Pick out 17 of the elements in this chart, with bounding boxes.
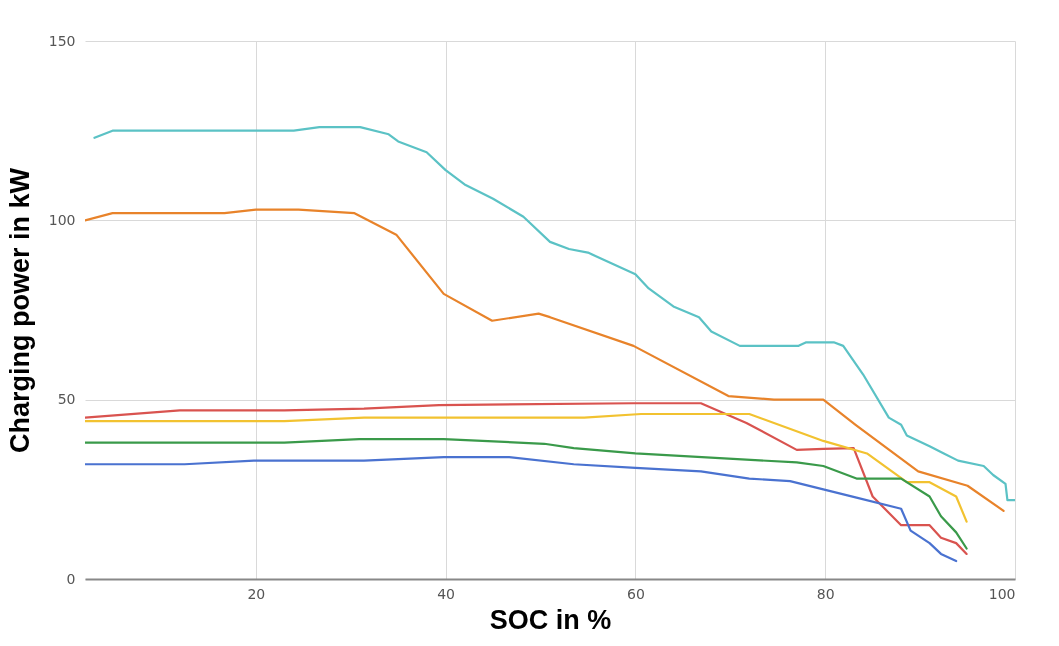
line-series xyxy=(85,455,958,563)
y-tick-label: 150 xyxy=(48,32,76,49)
x-tick-label: 100 xyxy=(988,585,1016,602)
x-axis-title: SOC in % xyxy=(489,604,612,635)
y-tick-label: 50 xyxy=(57,391,76,408)
line-series xyxy=(85,402,968,555)
x-tick-label: 80 xyxy=(816,585,835,602)
x-tick-label: 60 xyxy=(626,585,645,602)
line-series xyxy=(85,208,1005,512)
line-series xyxy=(85,438,968,550)
x-tick-label: 40 xyxy=(437,585,456,602)
y-axis-title: Charging power in kW xyxy=(4,167,35,454)
y-tick-label: 100 xyxy=(48,211,76,228)
x-tick-label: 20 xyxy=(247,585,266,602)
line-series xyxy=(85,412,968,523)
line-series xyxy=(93,125,1015,502)
y-tick-label: 0 xyxy=(66,570,76,587)
